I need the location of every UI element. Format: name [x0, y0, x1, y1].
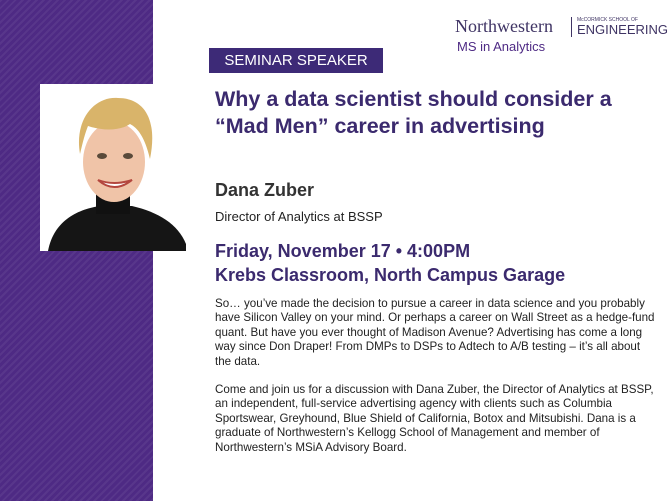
event-date-time: Friday, November 17 • 4:00PM — [215, 241, 471, 261]
event-title: Why a data scientist should consider a “… — [215, 87, 612, 138]
speaker-name: Dana Zuber — [215, 180, 315, 200]
event-location: Krebs Classroom, North Campus Garage — [215, 265, 566, 285]
event-details: Friday, November 17 • 4:00PM Krebs Class… — [215, 239, 565, 287]
event-description: So… you’ve made the decision to pursue a… — [215, 297, 655, 469]
logo-school-small: McCORMICK SCHOOL OF — [577, 17, 638, 23]
logo-divider — [571, 17, 572, 37]
speaker-role: Director of Analytics at BSSP — [215, 209, 383, 224]
seminar-speaker-badge: SEMINAR SPEAKER — [209, 48, 383, 73]
description-paragraph: Come and join us for a discussion with D… — [215, 383, 654, 454]
logo-school: ENGINEERING — [577, 22, 668, 37]
description-paragraph: So… you’ve made the decision to pursue a… — [215, 297, 655, 368]
logo-program: MS in Analytics — [457, 39, 546, 54]
speaker-photo — [40, 84, 186, 251]
logo-university: Northwestern — [455, 16, 553, 36]
